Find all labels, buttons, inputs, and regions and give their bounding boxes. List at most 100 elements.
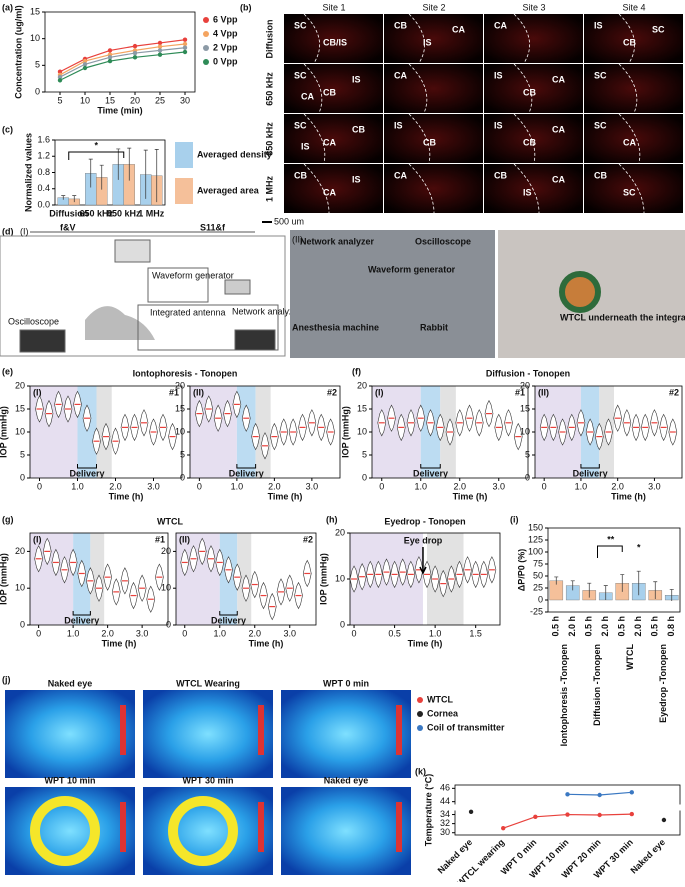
x-axis-label: Time (h)	[611, 491, 646, 501]
delivery-bracket	[420, 464, 441, 469]
legend-label: Cornea	[427, 708, 459, 718]
sub-label: (II)	[292, 234, 303, 244]
panel-label: (a)	[2, 2, 13, 12]
x-tick-label: 1.0	[67, 628, 80, 638]
delivery-label: Delivery	[211, 615, 246, 625]
time-region	[190, 386, 237, 478]
device	[224, 279, 251, 295]
y-tick-label: 1.2	[37, 151, 50, 161]
legend-label: 6 Vpp	[213, 14, 238, 24]
x-tick-label: 15	[105, 95, 115, 105]
panel-label: (b)	[240, 2, 252, 12]
boundary	[303, 13, 321, 64]
region-label: CA	[452, 24, 465, 34]
legend-swatch	[175, 142, 193, 168]
x-tick-label: 0	[37, 481, 42, 491]
image-title: WPT 0 min	[323, 678, 369, 688]
y-tick-label: 10	[357, 426, 367, 436]
legend-label: Averaged area	[197, 185, 260, 195]
series-line	[503, 813, 632, 829]
y-tick-label: 0	[180, 472, 185, 482]
y-tick-label: 30	[440, 827, 450, 837]
photo-label: Waveform generator	[368, 264, 456, 274]
significance: *	[637, 542, 641, 552]
region-label: CB	[494, 170, 507, 180]
x-tick-label: 650 kHz	[79, 208, 113, 218]
legend-label: 4 Vpp	[213, 28, 238, 38]
y-axis-label: IOP (mmHg)	[0, 406, 8, 458]
x-tick-label: 0	[352, 628, 357, 638]
x-tick-label: Diffusion	[49, 208, 88, 218]
region-label: SC	[294, 70, 307, 80]
region-label: IS	[423, 37, 432, 47]
time-region	[236, 386, 256, 478]
y-tick-label: 15	[30, 6, 40, 16]
color-bar	[120, 802, 126, 852]
boundary	[303, 63, 323, 114]
region-label: CA	[552, 124, 565, 134]
image-title: WTCL Wearing	[176, 678, 240, 688]
boundary	[618, 63, 638, 114]
region-label: CB	[523, 87, 536, 97]
y-tick-label: 5	[362, 449, 367, 459]
delivery-bracket	[219, 611, 238, 616]
sub-label: (I)	[20, 226, 29, 236]
region-label: CA	[394, 70, 407, 80]
x-tick-label: 2.0 h	[567, 616, 577, 637]
region-label: CB	[394, 20, 407, 30]
micrograph	[484, 114, 583, 163]
x-tick-label: 20	[130, 95, 140, 105]
y-tick-label: 50	[533, 570, 543, 580]
y-tick-label: 0	[166, 619, 171, 629]
boundary	[513, 113, 536, 164]
x-tick-label: 1.0	[414, 481, 427, 491]
photo-label: Rabbit	[420, 322, 448, 332]
plot-frame	[44, 11, 196, 93]
x-tick-label: 0.8 h	[666, 616, 676, 637]
x-tick-label: 3.0	[306, 481, 319, 491]
legend-marker	[417, 711, 423, 717]
y-axis-label: IOP (mmHg)	[0, 553, 8, 605]
legend-label: Averaged density	[197, 149, 272, 159]
series-line	[59, 43, 186, 76]
region-label: SC	[594, 70, 607, 80]
x-tick-label: 1.0	[71, 481, 84, 491]
box	[147, 267, 209, 303]
device-label: Network analyzer	[232, 306, 302, 316]
error-bar	[620, 574, 625, 592]
signal-label: f&V	[60, 222, 76, 232]
x-tick-label: 5	[57, 95, 62, 105]
y-tick-label: 10	[335, 573, 345, 583]
x-axis-label: Time (h)	[109, 491, 144, 501]
x-axis-label: Time (h)	[102, 638, 137, 648]
y-tick-label: 20	[161, 546, 171, 556]
error-bar	[587, 582, 592, 598]
y-tick-label: 10	[161, 583, 171, 593]
hot-ring	[30, 796, 100, 866]
y-tick-label: 46	[440, 783, 450, 793]
delivery-label: Delivery	[413, 468, 448, 478]
region-label: CA	[323, 187, 336, 197]
y-tick-label: 25	[533, 582, 543, 592]
legend-swatch	[175, 178, 193, 204]
y-tick-label: 0.4	[37, 183, 50, 193]
scale-label: 500 um	[274, 216, 304, 226]
chart-title: WTCL	[157, 516, 183, 526]
point	[661, 817, 667, 823]
x-tick-label: 3.0	[136, 628, 149, 638]
error-bar	[669, 589, 674, 601]
micrograph	[484, 14, 583, 63]
y-tick-label: 0	[538, 594, 543, 604]
legend-marker	[203, 31, 209, 37]
image-title: Naked eye	[48, 678, 93, 688]
y-tick-label: 10	[520, 426, 530, 436]
y-tick-label: 0	[362, 472, 367, 482]
subpanel-label: (II)	[193, 387, 204, 397]
y-tick-label: 0	[20, 472, 25, 482]
subject-tag: #1	[155, 534, 165, 544]
x-tick-label: 1.0	[429, 628, 442, 638]
micrograph	[384, 64, 483, 113]
panel-label: (j)	[2, 674, 11, 684]
x-axis-label: Time (h)	[268, 491, 303, 501]
